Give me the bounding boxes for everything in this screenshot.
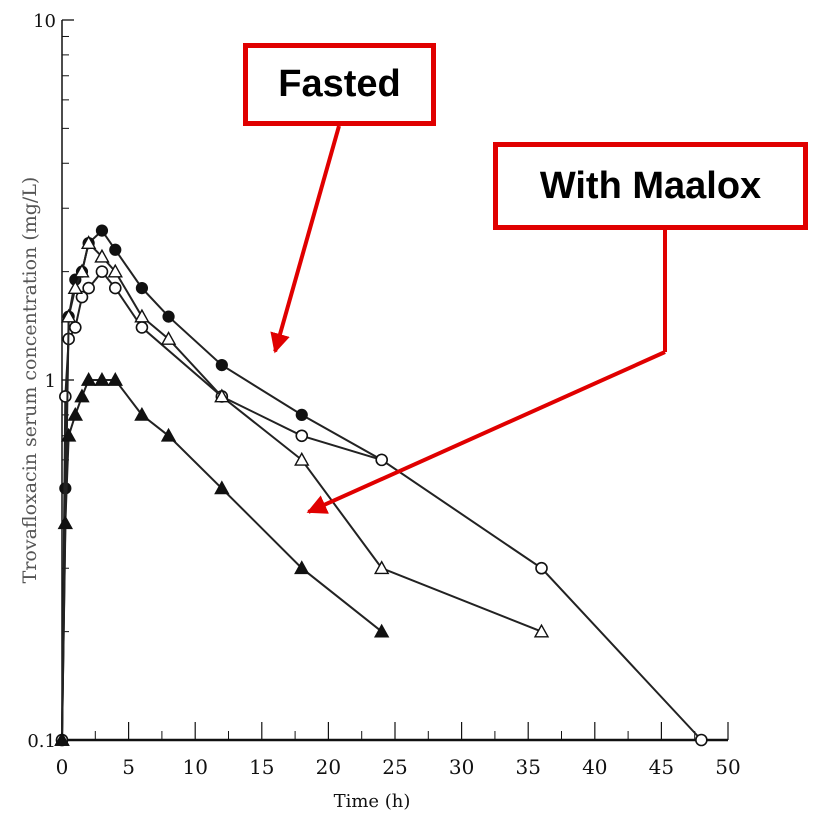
data-point-filled-circle — [109, 243, 122, 256]
arrow-fasted — [270, 125, 341, 354]
data-point-open-circle — [82, 281, 95, 295]
arrow-with-maalox — [306, 350, 666, 514]
axes: 0 5 10 15 20 25 30 35 40 45 50 0.1 1 10 — [27, 11, 740, 779]
data-point-filled-circle — [162, 310, 175, 323]
data-point-filled-triangle — [294, 560, 310, 575]
data-point-filled-triangle — [214, 480, 230, 495]
data-point-open-triangle — [160, 331, 177, 345]
data-point-open-circle — [375, 453, 388, 467]
data-point-open-triangle — [74, 263, 90, 278]
data-point-filled-triangle — [67, 406, 84, 421]
y-tick-label: 0.1 — [27, 731, 56, 752]
data-point-filled-triangle — [57, 515, 74, 530]
series-open-triangle — [54, 235, 550, 746]
x-tick-label: 45 — [649, 755, 674, 779]
data-point-filled-triangle — [94, 372, 110, 386]
data-point-filled-triangle — [54, 732, 70, 746]
data-point-filled-circle — [95, 224, 109, 237]
data-point-open-circle — [695, 733, 708, 747]
data-point-open-triangle — [533, 623, 550, 638]
data-point-filled-triangle — [373, 623, 390, 638]
y-tick-label: 10 — [33, 11, 56, 32]
data-point-open-circle — [59, 390, 72, 403]
data-point-open-triangle — [94, 248, 110, 263]
data-point-open-triangle — [294, 451, 310, 466]
x-tick-label: 35 — [515, 755, 540, 779]
data-point-filled-triangle — [134, 406, 150, 421]
data-point-open-triangle — [67, 280, 84, 295]
data-point-filled-triangle — [160, 427, 177, 442]
data-point-open-triangle — [60, 308, 77, 323]
data-point-filled-circle — [135, 282, 149, 295]
data-point-open-circle — [535, 561, 548, 575]
data-point-open-triangle — [107, 263, 123, 278]
annotation-arrows — [270, 125, 667, 514]
data-point-open-circle — [108, 281, 122, 295]
data-point-open-circle — [75, 290, 89, 304]
x-tick-label: 20 — [316, 755, 341, 779]
y-axis-label: Trovafloxacin serum concentration (mg/L) — [19, 177, 41, 584]
x-tick-label: 15 — [249, 755, 274, 779]
x-tick-label: 0 — [56, 755, 69, 779]
data-point-filled-triangle — [60, 427, 77, 442]
x-tick-label: 5 — [122, 755, 135, 779]
x-tick-label: 10 — [182, 755, 207, 779]
series-layer — [54, 224, 708, 747]
data-point-filled-triangle — [107, 372, 123, 386]
series-filled-triangle — [54, 372, 390, 746]
x-tick-label: 40 — [582, 755, 607, 779]
y-tick-label: 1 — [45, 371, 56, 392]
data-point-open-circle — [95, 265, 109, 278]
x-tick-label: 30 — [449, 755, 474, 779]
data-point-open-triangle — [373, 560, 390, 575]
callout-fasted: Fasted — [243, 43, 436, 126]
series-line — [61, 270, 703, 741]
x-axis-label: Time (h) — [334, 791, 411, 812]
data-point-filled-circle — [215, 358, 228, 372]
data-point-open-circle — [135, 321, 149, 334]
data-point-filled-triangle — [80, 372, 97, 386]
data-point-open-triangle — [134, 308, 150, 323]
x-tick-label: 50 — [715, 755, 740, 779]
callout-with-maalox: With Maalox — [493, 142, 808, 230]
series-line — [61, 241, 542, 741]
data-point-open-triangle — [214, 388, 230, 403]
x-tick-label: 25 — [382, 755, 407, 779]
series-open-circle — [55, 265, 708, 747]
data-point-filled-circle — [295, 408, 308, 421]
data-point-open-circle — [295, 429, 309, 443]
data-point-open-triangle — [80, 235, 97, 250]
data-point-open-circle — [69, 321, 82, 334]
data-point-filled-triangle — [74, 388, 90, 403]
